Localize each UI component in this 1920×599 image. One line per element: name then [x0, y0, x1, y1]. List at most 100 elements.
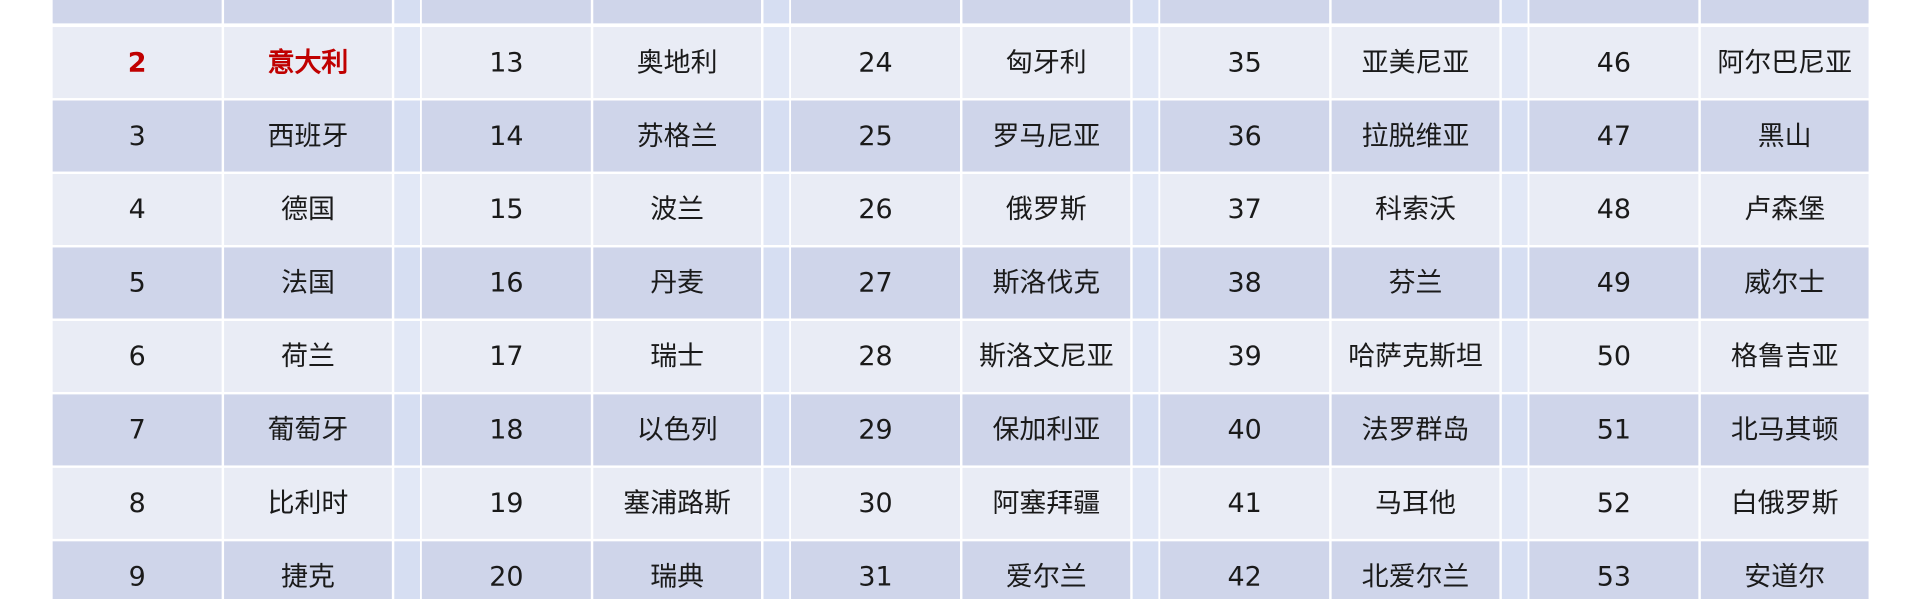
separator: [1501, 541, 1528, 599]
separator: [763, 27, 790, 99]
separator: [1501, 467, 1528, 539]
cell: [962, 541, 1131, 599]
cell: [421, 467, 591, 539]
cell: [1700, 173, 1869, 246]
country: 安道尔: [1744, 562, 1825, 593]
cell: [52, 173, 222, 246]
separator: [763, 0, 790, 24]
country: 北马其顿: [1731, 415, 1839, 446]
rank: 35: [1228, 47, 1262, 78]
rank: 52: [1597, 488, 1631, 519]
rank: 41: [1228, 488, 1262, 519]
cell: [1331, 247, 1500, 319]
country: 斯洛伐克: [992, 268, 1100, 299]
rank: 24: [858, 47, 892, 78]
country: 匈牙利: [1006, 47, 1087, 78]
separator: [394, 173, 420, 246]
separator: [1501, 100, 1528, 172]
cell: [1160, 27, 1330, 99]
country: 罗马尼亚: [992, 121, 1100, 152]
separator: [1132, 394, 1159, 466]
rank: 27: [858, 268, 892, 299]
country: 荷兰: [281, 341, 335, 372]
cell: [224, 27, 392, 99]
cell: [791, 394, 960, 466]
country: 德国: [281, 194, 335, 225]
cell: [421, 247, 591, 319]
separator: [1501, 27, 1528, 99]
cell: [421, 320, 591, 392]
cell: [791, 247, 960, 319]
cell: [1160, 467, 1330, 539]
cell: [593, 27, 762, 99]
cell: [962, 320, 1131, 392]
cell: [593, 541, 762, 599]
rank: 36: [1228, 121, 1262, 152]
separator: [394, 320, 420, 392]
cell: [1529, 27, 1699, 99]
cell: [791, 467, 960, 539]
separator: [1501, 0, 1528, 24]
cell: [1160, 541, 1330, 599]
cell: [52, 247, 222, 319]
rank: 15: [489, 194, 523, 225]
cell: [593, 320, 762, 392]
cell: [52, 27, 222, 99]
rank: 2: [128, 47, 147, 78]
cell: [1700, 320, 1869, 392]
cell: [224, 467, 392, 539]
rank: 40: [1228, 415, 1262, 446]
rank: 26: [858, 194, 892, 225]
separator: [1501, 247, 1528, 319]
cell: [1700, 467, 1869, 539]
rank: 25: [858, 121, 892, 152]
cell: [962, 247, 1131, 319]
country: 意大利: [268, 46, 349, 78]
country: 保加利亚: [992, 415, 1100, 446]
rank: 53: [1597, 562, 1631, 593]
country: 爱尔兰: [1006, 562, 1087, 593]
cell: [791, 0, 960, 24]
cell: [791, 27, 960, 99]
rank: 29: [858, 415, 892, 446]
cell: [1331, 27, 1500, 99]
cell: [1529, 541, 1699, 599]
separator: [394, 394, 420, 466]
country: 捷克: [281, 562, 335, 593]
cell: [1331, 541, 1500, 599]
cell: [1331, 394, 1500, 466]
country: 以色列: [637, 415, 718, 446]
separator: [763, 541, 790, 599]
cell: [52, 394, 222, 466]
rank: 37: [1228, 194, 1262, 225]
separator: [1132, 100, 1159, 172]
rank: 42: [1228, 562, 1262, 593]
cell: [421, 27, 591, 99]
rank: 20: [489, 562, 523, 593]
cell: [52, 320, 222, 392]
separator: [763, 173, 790, 246]
cell: [1529, 394, 1699, 466]
cell: [1529, 467, 1699, 539]
cell: [962, 173, 1131, 246]
rank: 4: [129, 194, 146, 225]
cell: [224, 541, 392, 599]
separator: [763, 100, 790, 172]
separator: [1501, 320, 1528, 392]
country: 白俄罗斯: [1731, 488, 1839, 519]
cell: [1529, 320, 1699, 392]
cell: [1529, 100, 1699, 172]
cell: [421, 541, 591, 599]
separator: [1132, 467, 1159, 539]
cell: [224, 247, 392, 319]
rank: 38: [1228, 268, 1262, 299]
country: 拉脱维亚: [1362, 121, 1470, 152]
country: 比利时: [268, 488, 349, 519]
cell: [421, 394, 591, 466]
separator: [1132, 173, 1159, 246]
cell: [52, 100, 222, 172]
country: 格鲁吉亚: [1731, 341, 1839, 372]
rank: 49: [1597, 268, 1631, 299]
separator: [394, 541, 420, 599]
